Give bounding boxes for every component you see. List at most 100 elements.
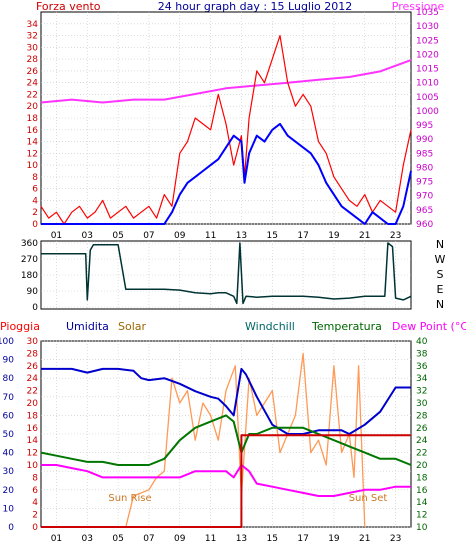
direction-tick-label: 0 (32, 303, 38, 313)
rain-tick-label: 14 (27, 436, 39, 446)
pressure-tick-label: 965 (416, 206, 433, 216)
direction-tick-label: 180 (21, 271, 38, 281)
wind-tick-label: 30 (27, 43, 39, 53)
x-tick-label: 03 (82, 534, 93, 544)
wind-pressure-series (40, 34, 412, 225)
rain-tick-label: 12 (27, 449, 38, 459)
humidity-tick-label: 60 (3, 411, 15, 421)
pressure-axis-label: Pressione (392, 0, 445, 13)
rain-tick-label: 24 (27, 374, 39, 384)
x-tick-label: 07 (143, 231, 154, 241)
x-tick-label: 05 (112, 231, 123, 241)
x-tick-label: 01 (51, 534, 62, 544)
x-tick-label: 17 (297, 534, 308, 544)
humidity-tick-label: 90 (3, 356, 15, 366)
temperature-tick-label: 18 (416, 473, 428, 483)
wind-speed-line (40, 34, 412, 225)
wind-pressure-grid (41, 12, 411, 225)
x-tick-label: 13 (236, 534, 247, 544)
humidity-tick-label: 50 (3, 430, 15, 440)
humidity-tick-label: 100 (0, 337, 14, 347)
temperature-tick-label: 40 (416, 337, 428, 347)
wind-tick-label: 28 (27, 55, 39, 65)
rain-tick-label: 30 (27, 337, 39, 347)
wind-axis-label: Forza vento (36, 0, 101, 13)
x-tick-label: 15 (267, 231, 278, 241)
rain-tick-label: 4 (32, 498, 38, 508)
x-tick-label: 13 (236, 231, 247, 241)
x-tick-label: 03 (82, 231, 93, 241)
pressure-tick-label: 1025 (416, 36, 439, 46)
x-tick-label: 15 (267, 534, 278, 544)
wind-tick-label: 24 (27, 79, 39, 89)
pressure-tick-label: 995 (416, 121, 433, 131)
time-axis-bottom: 01 03 05 07 09 11 13 15 17 19 21 23 (51, 534, 402, 544)
pressure-tick-label: 985 (416, 149, 433, 159)
temperature-tick-label: 32 (416, 387, 427, 397)
x-tick-label: 21 (359, 534, 370, 544)
wind-tick-label: 8 (32, 173, 38, 183)
rain-tick-label: 22 (27, 387, 38, 397)
rain-tick-label: 8 (32, 473, 38, 483)
wind-tick-label: 32 (27, 32, 38, 42)
humidity-tick-label: 0 (8, 523, 14, 533)
x-tick-label: 05 (112, 534, 123, 544)
temperature-tick-label: 30 (416, 399, 428, 409)
wind-tick-label: 34 (27, 20, 39, 30)
rain-tick-label: 0 (32, 523, 38, 533)
sunset-annotation: Sun Set (349, 493, 388, 504)
wind-direction-series (41, 242, 412, 305)
wind-direction-grid (41, 241, 411, 309)
pressure-tick-label: 990 (416, 135, 433, 145)
rain-tick-label: 2 (32, 511, 38, 521)
direction-tick-label: 90 (27, 287, 39, 297)
wind-average-line (41, 122, 412, 225)
humidity-tick-label: 40 (3, 449, 15, 459)
x-tick-label: 17 (297, 231, 308, 241)
humidity-tick-label: 30 (3, 467, 15, 477)
rain-tick-label: 18 (27, 411, 39, 421)
wind-tick-label: 4 (32, 196, 38, 206)
direction-tick-label: 360 (21, 239, 38, 249)
compass-letter: N (436, 298, 444, 311)
temperature-line (40, 414, 412, 466)
humidity-tick-label: 70 (3, 393, 15, 403)
temperature-tick-label: 28 (416, 411, 428, 421)
temperature-tick-label: 36 (416, 362, 428, 372)
wind-tick-label: 18 (27, 114, 39, 124)
wind-tick-label: 10 (27, 161, 39, 171)
wind-tick-label: 16 (27, 126, 39, 136)
solar-label: Solar (118, 320, 147, 333)
pressure-tick-label: 1035 (416, 8, 439, 18)
x-tick-label: 01 (51, 231, 62, 241)
pressure-tick-label: 1005 (416, 93, 439, 103)
x-tick-label: 19 (328, 231, 340, 241)
compass-letter: S (437, 268, 444, 281)
x-tick-label: 23 (390, 231, 401, 241)
direction-tick-label: 270 (21, 255, 38, 265)
x-tick-label: 09 (174, 231, 186, 241)
wind-tick-label: 6 (32, 185, 38, 195)
pressure-line (40, 59, 412, 104)
wind-tick-label: 26 (27, 67, 39, 77)
x-tick-label: 19 (328, 534, 340, 544)
chart-title: 24 hour graph day : 15 Luglio 2012 (158, 0, 353, 13)
compass-letter: E (437, 283, 444, 296)
rain-tick-label: 16 (27, 424, 39, 434)
temperature-tick-label: 26 (416, 424, 428, 434)
temperature-label: Temperatura (311, 320, 382, 333)
wind-tick-label: 14 (27, 138, 39, 148)
x-tick-label: 07 (143, 534, 154, 544)
pressure-tick-label: 1020 (416, 50, 439, 60)
wind-direction-plot (40, 240, 412, 310)
wind-tick-label: 22 (27, 90, 38, 100)
sunrise-annotation: Sun Rise (108, 493, 151, 504)
windchill-label: Windchill (245, 320, 295, 333)
rain-line (41, 434, 411, 528)
rain-axis-label: Pioggia (0, 320, 40, 333)
temperature-tick-label: 14 (416, 498, 428, 508)
humidity-tick-label: 20 (3, 486, 15, 496)
x-tick-label: 23 (390, 534, 401, 544)
wind-tick-label: 0 (32, 220, 38, 230)
